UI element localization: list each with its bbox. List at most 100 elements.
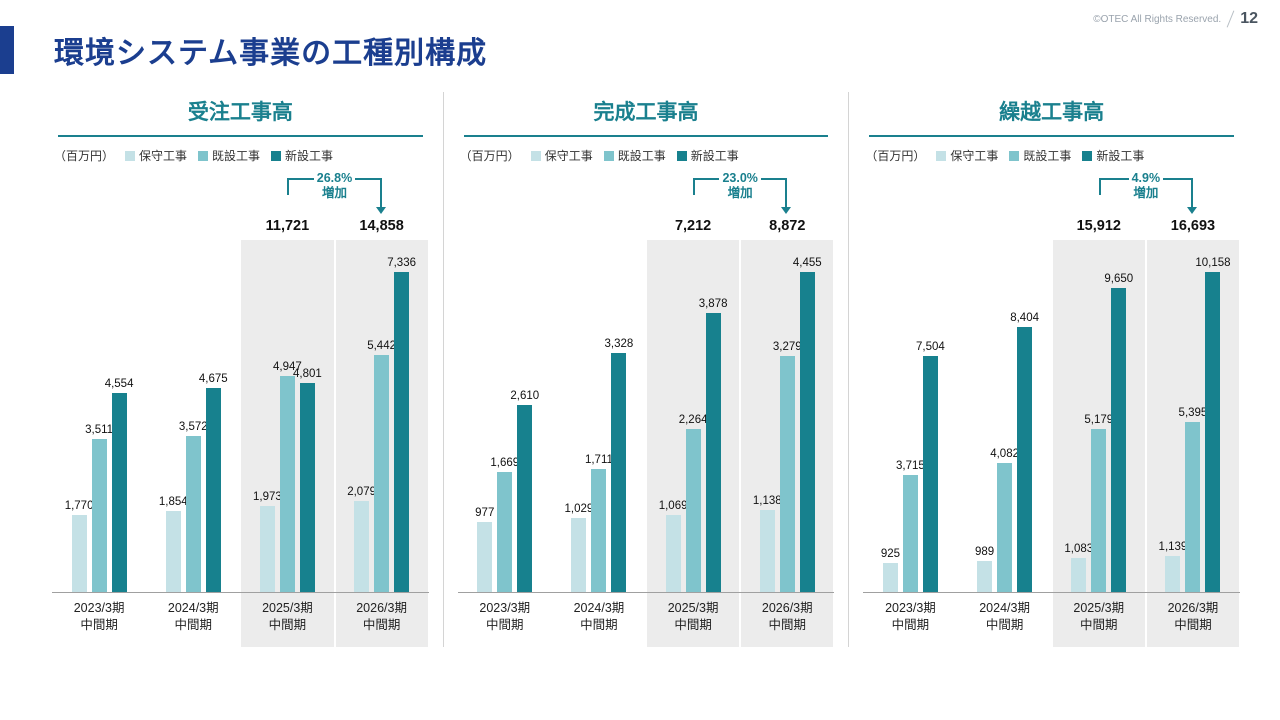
increase-label: 増加 [1133, 186, 1159, 200]
bar-series-0 [165, 511, 181, 592]
increase-label: 増加 [727, 186, 753, 200]
category-label: 2026/3期 中間期 [356, 601, 407, 632]
legend-swatch-icon [198, 150, 209, 161]
legend-item-0: 保守工事 [936, 147, 998, 164]
legend-swatch-icon [676, 150, 687, 161]
bar-group-item: 1,083 [1064, 543, 1093, 592]
page-title: 環境システム事業の工種別構成 [54, 37, 488, 70]
bar-value-label: 3,279 [772, 341, 802, 353]
bar-group-item: 1,138 [753, 495, 782, 592]
legend-item-2: 新設工事 [676, 147, 739, 164]
annotation-row: 23.0% 増加 [458, 166, 835, 218]
annotation-row: 26.8% 増加 [52, 166, 429, 218]
legend-swatch-icon [603, 150, 614, 161]
bar-series-1 [1185, 422, 1201, 592]
bracket-arrow-icon [1163, 178, 1197, 214]
legend-item-2: 新設工事 [271, 147, 333, 164]
charts-container: 受注工事高 （百万円） 保守工事 既設工事 新設工事 26.8% 増加 11,721 1… [38, 92, 1254, 647]
legend-row: （百万円） 保守工事 既設工事 新設工事 [54, 147, 429, 164]
total-empty [958, 218, 1052, 238]
x-axis-line [457, 592, 835, 593]
bar-series-0 [354, 501, 370, 592]
bar-series-1 [374, 355, 390, 592]
page-number: 12 [1240, 10, 1258, 27]
legend-item-0: 保守工事 [530, 147, 593, 164]
bar-group-item: 1,669 [490, 457, 519, 592]
bar-series-1 [185, 436, 201, 592]
bar-series-1 [279, 376, 295, 592]
page-header: ©OTEC All Rights Reserved. 12 [1093, 10, 1258, 28]
total-empty [458, 218, 552, 238]
total-value: 7,212 [674, 218, 712, 234]
total-empty [863, 218, 957, 238]
bars-cluster: 1,973 4,947 4,801 [253, 252, 322, 592]
bar-value-label: 9,650 [1104, 273, 1134, 285]
bar-series-1 [591, 469, 607, 592]
bar-value-label: 1,973 [253, 491, 282, 503]
legend-item-1: 既設工事 [1009, 147, 1071, 164]
bar-group-item: 3,572 [179, 421, 208, 592]
bar-value-label: 1,138 [752, 495, 782, 507]
total-value: 14,858 [359, 218, 404, 234]
bar-group-item: 4,947 [273, 361, 302, 592]
bar-series-2 [1111, 288, 1127, 592]
bar-value-label: 1,139 [1158, 541, 1188, 553]
increase-text: 26.8% 増加 [314, 171, 355, 201]
totals-row: 7,212 8,872 [458, 218, 835, 238]
legend-label: 新設工事 [285, 149, 334, 163]
bar-group-item: 8,404 [1010, 312, 1039, 592]
category-label: 2024/3期 中間期 [167, 601, 219, 632]
total-value: 16,693 [1170, 218, 1216, 234]
legend-label: 新設工事 [1096, 149, 1145, 163]
bar-group-item: 3,279 [773, 341, 802, 592]
bar-group-item: 7,336 [387, 257, 416, 592]
legend-item-0: 保守工事 [125, 147, 187, 164]
bar-group-item: 3,715 [896, 460, 925, 592]
legend-item-1: 既設工事 [198, 147, 260, 164]
bar-value-label: 925 [880, 548, 901, 560]
total-value: 15,912 [1076, 218, 1121, 234]
bar-groups: 1,770 3,511 4,554 2023/3期 中間期 1,854 3,572 4,675… [52, 240, 429, 647]
chart-panel-2: 完成工事高 （百万円） 保守工事 既設工事 新設工事 23.0% 増加 7,212 8,… [442, 92, 849, 647]
bar-value-label: 1,669 [490, 457, 520, 469]
bar-value-label: 3,715 [896, 460, 925, 472]
bar-value-label: 7,504 [916, 341, 945, 353]
bar-value-label: 10,158 [1195, 257, 1231, 269]
bar-value-label: 7,336 [387, 257, 416, 269]
bracket-left-icon [693, 178, 720, 195]
bar-value-label: 1,854 [158, 496, 188, 508]
chart-title: 繰越工事高 [869, 96, 1235, 137]
total-empty [146, 218, 240, 238]
bar-value-label: 4,455 [792, 257, 822, 269]
bar-series-0 [665, 515, 681, 592]
legend-label: 既設工事 [212, 149, 261, 163]
bar-value-label: 4,082 [990, 448, 1019, 460]
chart-title: 完成工事高 [463, 96, 829, 137]
bracket-arrow-icon [355, 178, 386, 214]
total-empty [552, 218, 646, 238]
totals-row: 11,721 14,858 [52, 218, 429, 238]
bar-series-2 [1205, 272, 1221, 592]
bar-series-0 [71, 515, 87, 592]
bar-series-0 [882, 563, 898, 592]
legend-swatch-icon [1082, 150, 1093, 161]
arrow-head-icon [1186, 207, 1197, 214]
bar-group-item: 5,395 [1179, 407, 1207, 592]
bars-cluster: 1,029 1,711 3,328 [565, 252, 633, 592]
category-group: 1,854 3,572 4,675 2024/3期 中間期 [147, 240, 239, 647]
total-value: 8,872 [769, 218, 806, 234]
legend-label: 保守工事 [950, 149, 999, 163]
bar-group-item: 925 [880, 548, 901, 592]
bar-value-label: 977 [475, 507, 495, 519]
bar-value-label: 5,395 [1178, 407, 1208, 419]
bracket-left-icon [1098, 178, 1129, 195]
category-group: 989 4,082 8,404 2024/3期 中間期 [959, 240, 1051, 647]
category-label: 2024/3期 中間期 [979, 601, 1030, 632]
bar-series-2 [205, 388, 221, 592]
increase-percent: 26.8% [316, 171, 353, 185]
bar-group-item: 2,610 [510, 390, 539, 592]
x-axis-line [52, 592, 429, 593]
x-axis-line [863, 592, 1241, 593]
category-label: 2025/3期 中間期 [1073, 601, 1125, 632]
bar-group-item: 4,455 [793, 257, 822, 592]
